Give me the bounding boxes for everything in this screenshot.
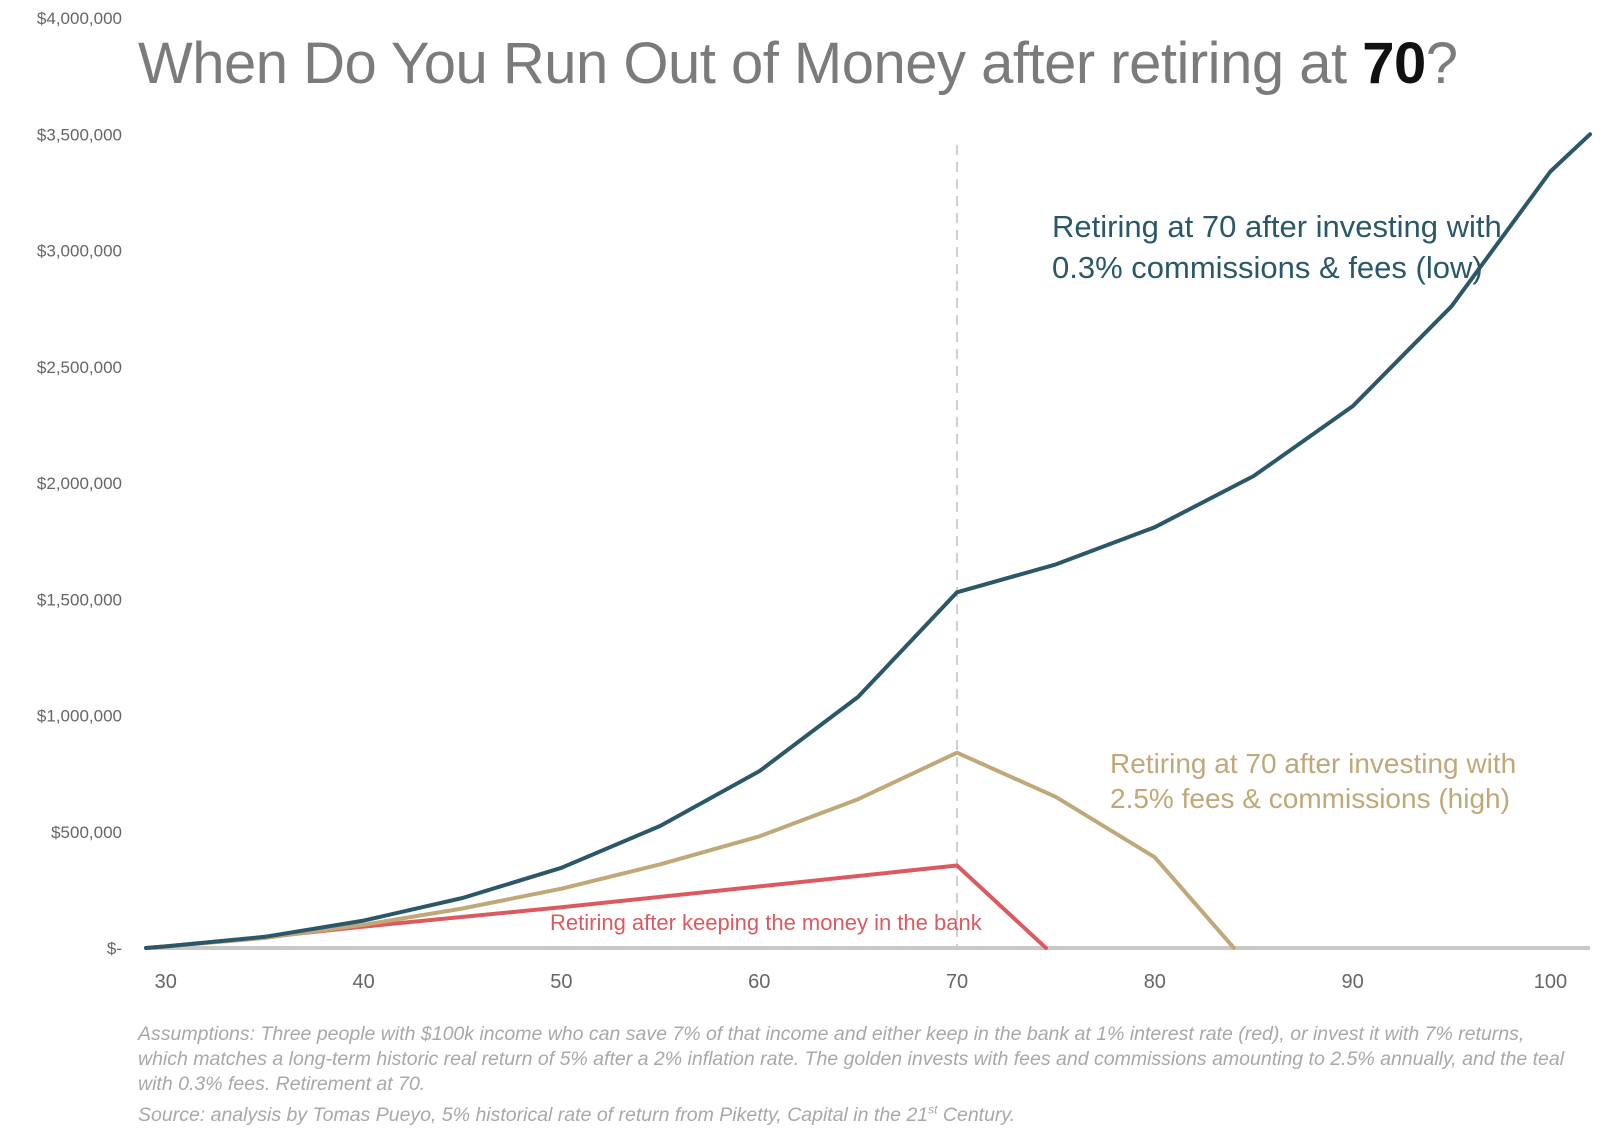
title-suffix: ? [1425, 31, 1458, 96]
y-tick-label: $500,000 [51, 823, 122, 842]
footnote-source: Source: analysis by Tomas Pueyo, 5% hist… [138, 1102, 1016, 1126]
footnote-source-text: Source: analysis by Tomas Pueyo, 5% hist… [138, 1103, 929, 1126]
y-tick-label: $1,000,000 [37, 707, 122, 726]
series-lines [144, 132, 1592, 950]
x-tick-label: 40 [352, 971, 374, 993]
footnote-source-superscript: st [928, 1102, 938, 1116]
title-prefix: When Do You Run Out of Money after retir… [138, 31, 1363, 96]
x-tick-label: 30 [155, 971, 177, 993]
chart-title: When Do You Run Out of Money after retir… [138, 30, 1458, 97]
x-tick-label: 70 [946, 971, 968, 993]
y-tick-label: $4,000,000 [37, 9, 122, 28]
y-tick-label: $3,000,000 [37, 242, 122, 261]
annotation-low-fees: Retiring at 70 after investing with 0.3%… [1052, 209, 1502, 285]
x-tick-label: 100 [1534, 971, 1567, 993]
y-tick-label: $2,000,000 [37, 474, 122, 493]
y-tick-label: $3,500,000 [37, 125, 122, 144]
title-retirement-age: 70 [1362, 31, 1426, 96]
footnote: Assumptions: Three people with $100k inc… [138, 1022, 1578, 1128]
x-tick-label: 60 [748, 971, 770, 993]
y-axis-tick-labels: $- $500,000 $1,000,000 $1,500,000 $2,000,000… [37, 9, 122, 958]
y-tick-label: $2,500,000 [37, 358, 122, 377]
footnote-source-end: Century. [937, 1103, 1016, 1126]
footnote-assumptions: Assumptions: Three people with $100k inc… [138, 1023, 1565, 1095]
x-tick-label: 80 [1144, 971, 1166, 993]
y-tick-label: $1,500,000 [37, 590, 122, 609]
x-axis-tick-labels: 30 40 50 60 70 80 90 100 [155, 971, 1567, 993]
series-line-low-fees [144, 132, 1592, 950]
x-tick-label: 50 [550, 971, 572, 993]
x-tick-label: 90 [1342, 971, 1364, 993]
annotation-bank: Retiring after keeping the money in the … [550, 910, 982, 935]
y-tick-label: $- [107, 939, 122, 958]
annotation-high-fees: Retiring at 70 after investing with 2.5%… [1110, 748, 1517, 814]
